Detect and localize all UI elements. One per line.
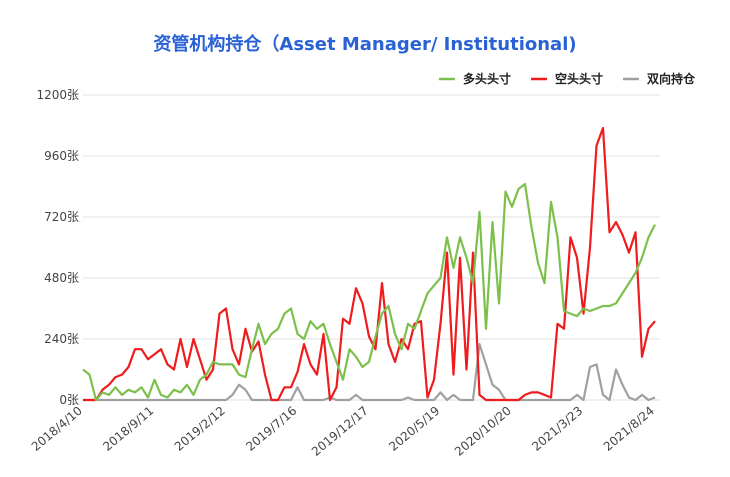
y-tick-label: 1200张: [36, 88, 79, 102]
x-tick-label: 2021/3/23: [529, 404, 585, 454]
y-tick-label: 240张: [44, 332, 79, 346]
x-tick-label: 2020/5/19: [386, 404, 442, 454]
legend-label: 双向持仓: [647, 71, 696, 86]
x-tick-label: 2020/10/20: [452, 404, 514, 459]
y-tick-label: 480张: [44, 271, 79, 285]
y-tick-label: 0张: [59, 393, 79, 407]
y-tick-label: 960张: [44, 149, 79, 163]
legend-label: 空头头寸: [555, 71, 603, 86]
x-tick-label: 2021/8/24: [601, 404, 657, 454]
chart-title: 资管机构持仓（Asset Manager/ Institutional): [153, 33, 576, 55]
line-series: [82, 182, 656, 402]
x-tick-label: 2018/4/10: [29, 404, 85, 454]
y-tick-label: 720张: [44, 210, 79, 224]
legend-label: 多头头寸: [463, 71, 511, 86]
x-tick-label: 2019/2/12: [172, 404, 228, 454]
x-tick-label: 2019/7/16: [243, 404, 299, 454]
line-series: [83, 343, 656, 402]
x-tick-label: 2019/12/17: [309, 404, 371, 459]
x-tick-label: 2018/9/11: [100, 404, 156, 454]
line-series: [83, 126, 656, 402]
